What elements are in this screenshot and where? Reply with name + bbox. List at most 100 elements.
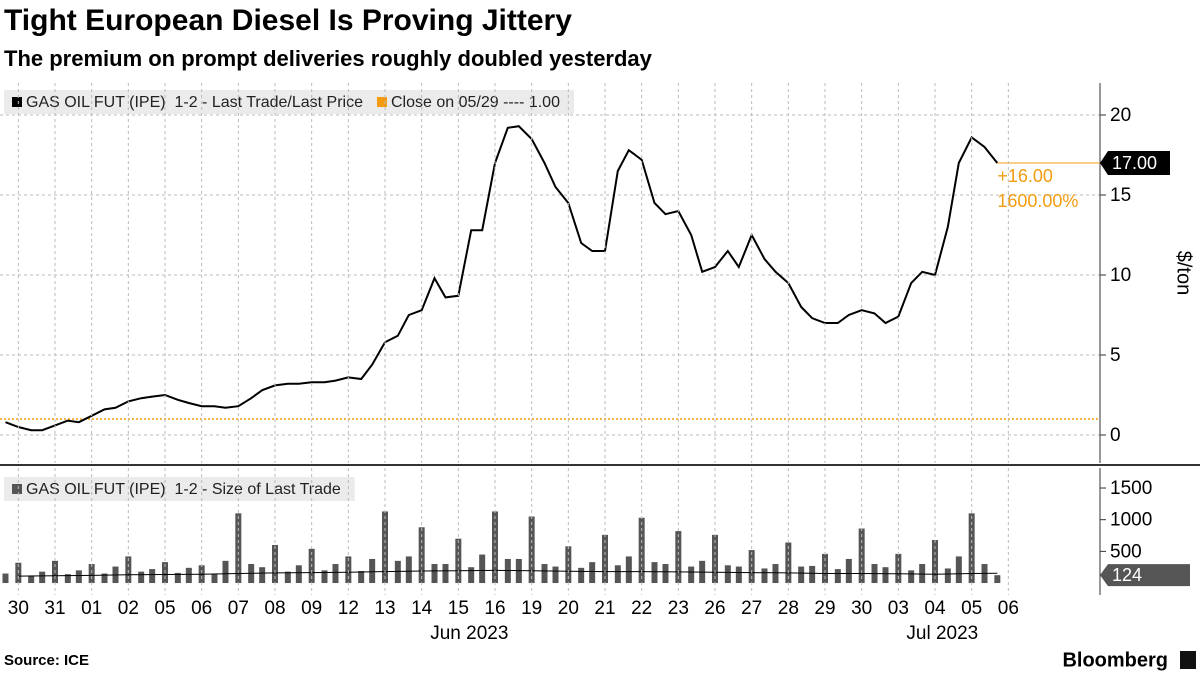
x-tick-label: 13 [374,598,395,619]
change-label: +16.00 [997,166,1053,186]
x-tick-label: 20 [558,598,579,619]
volume-bar [101,573,108,584]
volume-bar [28,575,35,584]
x-tick-label: 22 [631,598,652,619]
volume-bar [88,564,95,584]
legend-label: GAS OIL FUT (IPE) 1-2 - Size of Last Tra… [26,481,341,498]
volume-bar [675,531,682,584]
volume-bar [589,562,596,584]
x-tick-label: 26 [704,598,725,619]
volume-bar [2,573,9,584]
volume-bar [955,556,962,584]
x-tick-label: 28 [778,598,799,619]
volume-bar [125,556,132,584]
x-tick-label: 05 [961,598,982,619]
volume-bar [138,571,145,584]
x-tick-label: 01 [81,598,102,619]
legend-swatch [12,484,22,494]
volume-bar [724,565,731,584]
y-tick-label: 15 [1110,185,1131,206]
volume-bar [919,564,926,584]
volume-bar [259,567,266,584]
volume-bar [431,564,438,584]
x-tick-label: 27 [741,598,762,619]
volume-bar [321,570,328,584]
volume-bar [785,542,792,584]
x-tick-label: 14 [411,598,433,619]
source: Source: ICE [4,652,89,669]
volume-bar [735,566,742,584]
x-tick-label: 19 [521,598,542,619]
month-label: Jun 2023 [430,623,508,644]
chart-title: Tight European Diesel Is Proving Jittery [4,4,572,37]
volume-bar [528,516,535,584]
volume-bar [638,517,645,584]
x-tick-label: 02 [118,598,139,619]
volume-bar [651,562,658,584]
volume-bar [64,574,71,584]
volume-bar [895,553,902,584]
y-tick-label: 20 [1110,105,1131,126]
volume-bar [858,528,865,584]
x-tick-label: 04 [924,598,946,619]
volume-bar [994,575,1001,584]
legend-box [4,477,355,501]
volume-bar [369,558,376,584]
volume-bar [834,569,841,584]
volume-bar [932,539,938,584]
volume-bar [295,565,302,584]
y-tick-label: 5 [1110,345,1121,366]
y-tick-label: 10 [1110,265,1131,286]
x-tick-label: 06 [998,598,1019,619]
price-line [5,125,999,432]
y-tick-label: 1500 [1110,478,1152,499]
chart-subtitle: The premium on prompt deliveries roughly… [4,46,653,71]
x-tick-label: 16 [484,598,505,619]
volume-bar [174,572,181,584]
legend-swatch [377,97,387,107]
volume-bar [479,554,486,584]
volume-bar [284,571,291,584]
volume-bar [332,564,339,584]
x-tick-label: 07 [228,598,249,619]
volume-bar [405,556,412,584]
last-value-box [1100,151,1170,175]
x-tick-label: 15 [448,598,469,619]
x-tick-label: 12 [338,598,359,619]
volume-bar [185,567,192,584]
x-tick-label: 09 [301,598,322,619]
x-tick-label: 30 [851,598,872,619]
volume-bar [418,527,425,584]
volume-bar [809,565,816,584]
volume-bar [798,566,805,584]
volume-bar [211,573,218,584]
legend-swatch [12,97,22,107]
volume-bar [75,570,82,584]
volume-average [18,569,998,577]
x-tick-label: 21 [594,598,615,619]
x-tick-label: 23 [668,598,689,619]
last-value-label: 17.00 [1112,153,1157,173]
x-tick-label: 03 [888,598,909,619]
volume-bar [944,568,951,584]
volume-bar [541,564,548,584]
volume-bar [394,560,401,584]
volume-bar [882,567,889,584]
y-tick-label: 500 [1110,541,1142,562]
volume-bar [552,566,559,584]
volume-bar [772,564,779,584]
volume-bar [442,564,449,584]
volume-bar [822,553,828,584]
volume-bar [688,566,695,584]
volume-bar [468,567,475,584]
x-tick-label: 31 [44,598,65,619]
volume-bar [578,567,585,584]
x-tick-label: 06 [191,598,212,619]
legend-label: Close on 05/29 ---- 1.00 [391,94,560,111]
legend-box [4,90,574,114]
x-tick-label: 30 [8,598,29,619]
x-tick-label: 05 [154,598,175,619]
y-tick-label: 0 [1110,425,1121,446]
